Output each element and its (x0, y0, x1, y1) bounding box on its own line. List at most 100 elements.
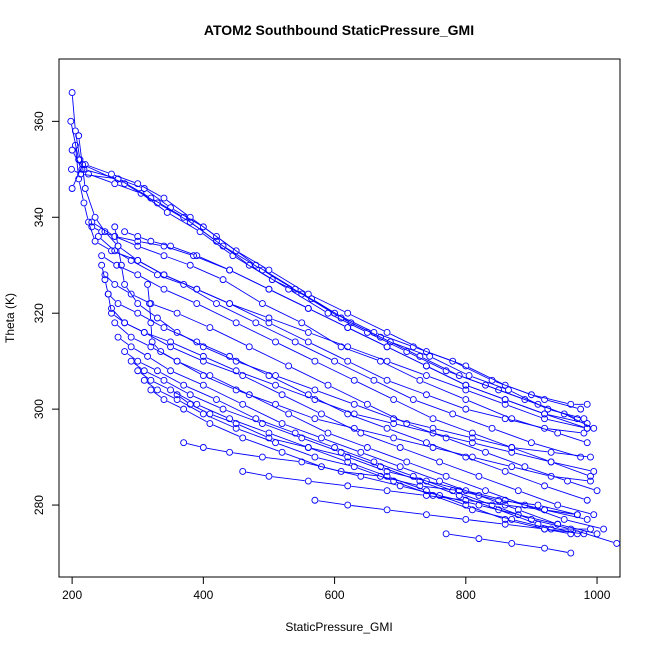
data-point (91, 213, 99, 221)
data-point (429, 492, 437, 499)
data-point (272, 338, 279, 346)
data-point (173, 328, 181, 336)
series-segment (455, 362, 490, 380)
data-point (567, 530, 575, 538)
data-point (167, 242, 174, 250)
series-segment (548, 509, 574, 515)
series-segment (442, 462, 476, 476)
data-point (363, 328, 371, 336)
data-point (121, 180, 129, 188)
data-point (541, 506, 548, 514)
series-segment (508, 524, 542, 530)
series-segment (469, 385, 502, 399)
series-segment (337, 362, 371, 380)
data-point (436, 458, 444, 466)
series-segment (318, 419, 351, 428)
data-point (134, 237, 142, 245)
series-segment (114, 230, 118, 243)
data-point (147, 386, 155, 394)
series-segment (436, 447, 469, 457)
data-point (344, 357, 352, 365)
data-point (583, 400, 591, 408)
series-segment (462, 491, 496, 500)
data-point (75, 175, 83, 183)
series-profile-13 (114, 333, 601, 538)
data-point (337, 468, 345, 475)
data-point (403, 348, 411, 356)
series-segment (291, 290, 326, 312)
series-segment (344, 471, 377, 477)
data-point (390, 420, 398, 427)
series-segment (547, 486, 584, 500)
data-point (324, 429, 332, 437)
data-point (383, 506, 391, 514)
data-point (593, 487, 601, 495)
series-segment (213, 424, 240, 437)
data-point (422, 492, 430, 499)
data-point (583, 496, 591, 504)
data-point (422, 372, 430, 380)
series-segment (173, 343, 201, 356)
series-segment (311, 333, 345, 346)
data-point (206, 324, 214, 332)
series-segment (534, 395, 568, 404)
data-point (344, 410, 352, 418)
series-segment (429, 495, 463, 501)
data-point (429, 415, 437, 423)
series-segment (140, 261, 162, 274)
data-point (147, 319, 155, 327)
series-segment (173, 347, 201, 361)
data-point (193, 285, 201, 293)
data-point (501, 396, 509, 403)
data-point (232, 357, 240, 365)
data-point (147, 343, 155, 351)
data-point (318, 463, 325, 471)
data-point (377, 357, 384, 365)
series-segment (153, 391, 162, 398)
series-segment (252, 266, 286, 288)
series-segment (390, 333, 424, 351)
data-point (232, 319, 240, 327)
series-segment (397, 438, 430, 448)
data-point (219, 276, 227, 284)
data-point (101, 276, 109, 284)
series-segment (541, 405, 575, 418)
series-segment (390, 471, 424, 481)
data-point (111, 319, 119, 327)
series-segment (541, 505, 574, 515)
data-point (173, 309, 181, 317)
series-segment (212, 376, 247, 394)
data-point (147, 194, 155, 202)
data-point (304, 338, 312, 346)
data-point (442, 530, 450, 538)
data-point (81, 185, 89, 192)
series-segment (291, 367, 325, 384)
series-segment (534, 519, 568, 529)
series-segment (383, 338, 417, 356)
series-segment (285, 395, 319, 413)
series-segment (351, 505, 384, 510)
series-segment (150, 326, 153, 339)
series-segment (311, 481, 345, 486)
data-point (468, 434, 476, 442)
series-profile-24 (111, 223, 594, 461)
data-point (580, 415, 588, 423)
series-profile-28 (121, 228, 591, 427)
data-point (98, 228, 106, 236)
series-segment (146, 382, 155, 389)
series-segment (436, 419, 470, 433)
data-point (495, 506, 503, 514)
series-segment (331, 314, 365, 332)
series-segment (357, 405, 391, 418)
data-point (344, 343, 352, 351)
series-segment (225, 281, 260, 303)
data-point (505, 386, 512, 394)
data-point (426, 352, 434, 360)
data-point (429, 424, 437, 432)
data-point (298, 319, 306, 327)
data-point (344, 453, 352, 461)
series-segment (97, 242, 109, 250)
data-point (147, 376, 155, 384)
series-segment (449, 438, 483, 452)
data-point (199, 357, 207, 365)
